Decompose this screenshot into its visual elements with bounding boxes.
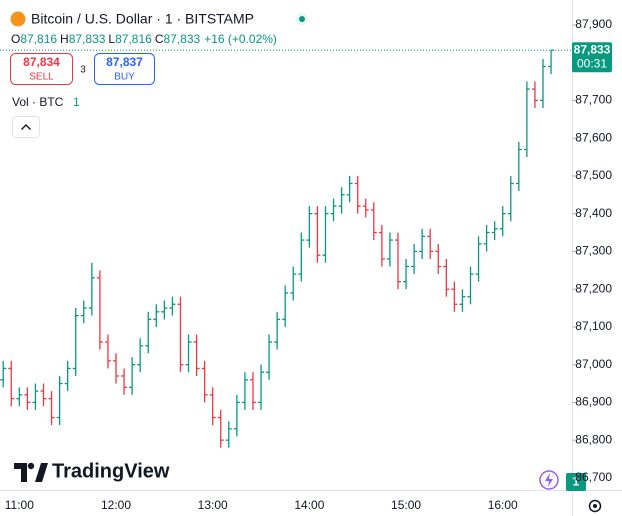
ohlc-key: O: [11, 32, 20, 46]
change: +16 (+0.02%): [204, 32, 277, 46]
settings-icon[interactable]: [588, 499, 602, 513]
collapse-button[interactable]: [12, 116, 40, 138]
price-tag-countdown: 00:31: [577, 56, 607, 70]
buy-button[interactable]: [94, 53, 155, 85]
ohlc-value: 87,816: [20, 32, 57, 46]
settings-icon-center: [593, 504, 597, 508]
y-tick-label: 87,300: [575, 244, 612, 258]
chevron-icon: [21, 124, 31, 130]
sell-label: SELL: [29, 72, 54, 83]
x-tick-label: 16:00: [488, 498, 518, 512]
spread: 3: [80, 65, 86, 76]
y-tick-label: 87,100: [575, 319, 612, 333]
y-tick-label: 87,200: [575, 281, 612, 295]
logo-mark-dot: [27, 462, 35, 470]
price-tag-price: 87,833: [574, 42, 611, 56]
market-status-dot: [299, 16, 305, 22]
ohlc-value: 87,816: [115, 32, 152, 46]
ohlc-key: C: [155, 32, 164, 46]
ohlc-key: H: [60, 32, 69, 46]
y-tick-label: 87,700: [575, 93, 612, 107]
logo-text[interactable]: TradingView: [52, 460, 170, 482]
y-tick-label: 87,900: [575, 17, 612, 31]
y-tick-label: 87,600: [575, 130, 612, 144]
price-tag: [572, 42, 612, 73]
volume-badge: [566, 473, 586, 491]
x-tick-label: 11:00: [5, 498, 34, 512]
y-tick-label: 87,000: [575, 357, 612, 371]
volume-value: 1: [73, 95, 80, 109]
y-tick-label: 87,400: [575, 206, 612, 220]
ohlc-value: 87,833: [69, 32, 106, 46]
volume-label: Vol · BTC: [12, 95, 64, 109]
y-tick-label: 86,800: [575, 432, 612, 446]
ohlc-value: 87,833: [163, 32, 200, 46]
ohlc-line: O87,816 H87,833 L87,816 C87,833 +16 (+0.02%): [11, 32, 277, 46]
x-tick-label: 13:00: [198, 498, 228, 512]
coin-icon: [10, 11, 26, 27]
sell-price: 87,834: [23, 55, 60, 69]
volume-badge-text: 1: [573, 475, 580, 489]
plot: [0, 49, 555, 448]
y-tick-label: 86,700: [575, 470, 612, 484]
y-tick-label: 86,900: [575, 395, 612, 409]
x-tick-label: 15:00: [391, 498, 421, 512]
x-tick-label: 12:00: [101, 498, 131, 512]
buy-price: 87,837: [106, 55, 143, 69]
buy-label: BUY: [114, 72, 135, 83]
y-tick-label: 87,500: [575, 168, 612, 182]
symbol-title[interactable]: Bitcoin / U.S. Dollar · 1 · BITSTAMP: [31, 11, 254, 27]
bolt-icon: [545, 473, 553, 487]
sell-button[interactable]: [10, 53, 73, 85]
ohlc-key: L: [108, 32, 115, 46]
x-tick-label: 14:00: [294, 498, 324, 512]
logo-mark: [14, 463, 48, 482]
